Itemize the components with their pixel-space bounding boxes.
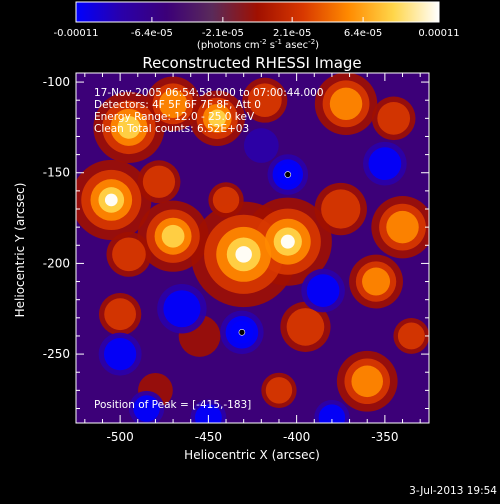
colorbar-tick-label: 6.4e-05 [344, 28, 382, 39]
bright-emission-blob [142, 165, 176, 198]
bright-emission-blob [117, 116, 141, 139]
negative-flux-blob [318, 404, 346, 423]
y-axis-label: Heliocentric Y (arcsec) [13, 183, 27, 318]
bright-emission-blob [386, 210, 419, 244]
bright-emission-blob [362, 267, 391, 296]
bright-emission-blob [208, 109, 227, 128]
bright-emission-blob [161, 224, 185, 248]
emission-core [235, 246, 252, 263]
peak-position-label: Position of Peak = [-415,-183] [94, 399, 251, 411]
negative-flux-blob [163, 290, 201, 328]
y-tick-label: -200 [43, 256, 70, 270]
bright-emission-blob [112, 237, 146, 272]
position-marker [238, 329, 246, 336]
plot-frame [75, 72, 430, 424]
heatmap-image [76, 73, 429, 423]
negative-flux-blob [306, 274, 340, 307]
negative-flux-blob [243, 128, 279, 163]
x-tick-label: -350 [371, 430, 398, 444]
negative-flux-blob [133, 395, 160, 422]
colorbar-tick-label: 0.00011 [418, 28, 459, 39]
x-axis-label: Heliocentric X (arcsec) [184, 448, 320, 462]
info-line-detectors: Detectors: 4F 5F 6F 7F 8F, Att 0 [94, 99, 261, 111]
negative-flux-blob [368, 147, 402, 181]
bright-emission-blob [248, 83, 282, 118]
bright-emission-blob [104, 298, 137, 331]
info-line-energy: Energy Range: 12.0 - 25.0 keV [94, 111, 255, 123]
info-line-counts: Clean Total counts: 6.52E+03 [94, 123, 249, 135]
bright-emission-blob [265, 377, 293, 404]
colorbar-tick-label: -0.00011 [54, 28, 99, 39]
peak-markers [238, 171, 292, 336]
bright-emission-blob [377, 101, 411, 135]
x-tick-label: -400 [283, 430, 310, 444]
colorbar-tick-label: -2.1e-05 [202, 28, 244, 39]
colorbar [75, 1, 440, 23]
negative-flux-blob [194, 404, 222, 423]
y-tick-label: -150 [43, 166, 70, 180]
bright-emission-blob [351, 365, 384, 398]
bright-emission-blob [321, 189, 361, 229]
colorbar-tick-label: 2.1e-05 [273, 28, 311, 39]
y-axis-ticks: -100 -150 -200 -250 [43, 75, 429, 409]
colorbar-tick-label: -6.4e-05 [131, 28, 173, 39]
colorbar-units: (photons cm-2 s-1 asec-2) [197, 38, 319, 51]
bright-emission-blob [286, 308, 325, 346]
y-tick-label: -100 [43, 75, 70, 89]
emission-core [104, 193, 118, 207]
observation-info: 17-Nov-2005 06:54:58.000 to 07:00:44.000… [94, 87, 324, 135]
bright-emission-blob [158, 89, 188, 119]
footer-date: 3-Jul-2013 19:54 [409, 485, 497, 497]
negative-flux-blob [104, 337, 137, 371]
x-axis-ticks: -500 -450 -400 -350 [84, 73, 421, 444]
x-tick-label: -500 [107, 430, 134, 444]
chart-title: Reconstructed RHESSI Image [142, 54, 361, 72]
colorbar-ticks: -0.00011 -6.4e-05 -2.1e-05 2.1e-05 6.4e-05 0.… [54, 17, 460, 39]
bright-emission-blob [329, 87, 363, 121]
y-tick-label: -250 [43, 347, 70, 361]
x-tick-label: -450 [195, 430, 222, 444]
position-marker [284, 171, 292, 178]
info-line-time: 17-Nov-2005 06:54:58.000 to 07:00:44.000 [94, 87, 324, 99]
bright-emission-blob [212, 186, 240, 214]
bright-emission-blob [397, 322, 425, 350]
emission-core [280, 234, 295, 249]
